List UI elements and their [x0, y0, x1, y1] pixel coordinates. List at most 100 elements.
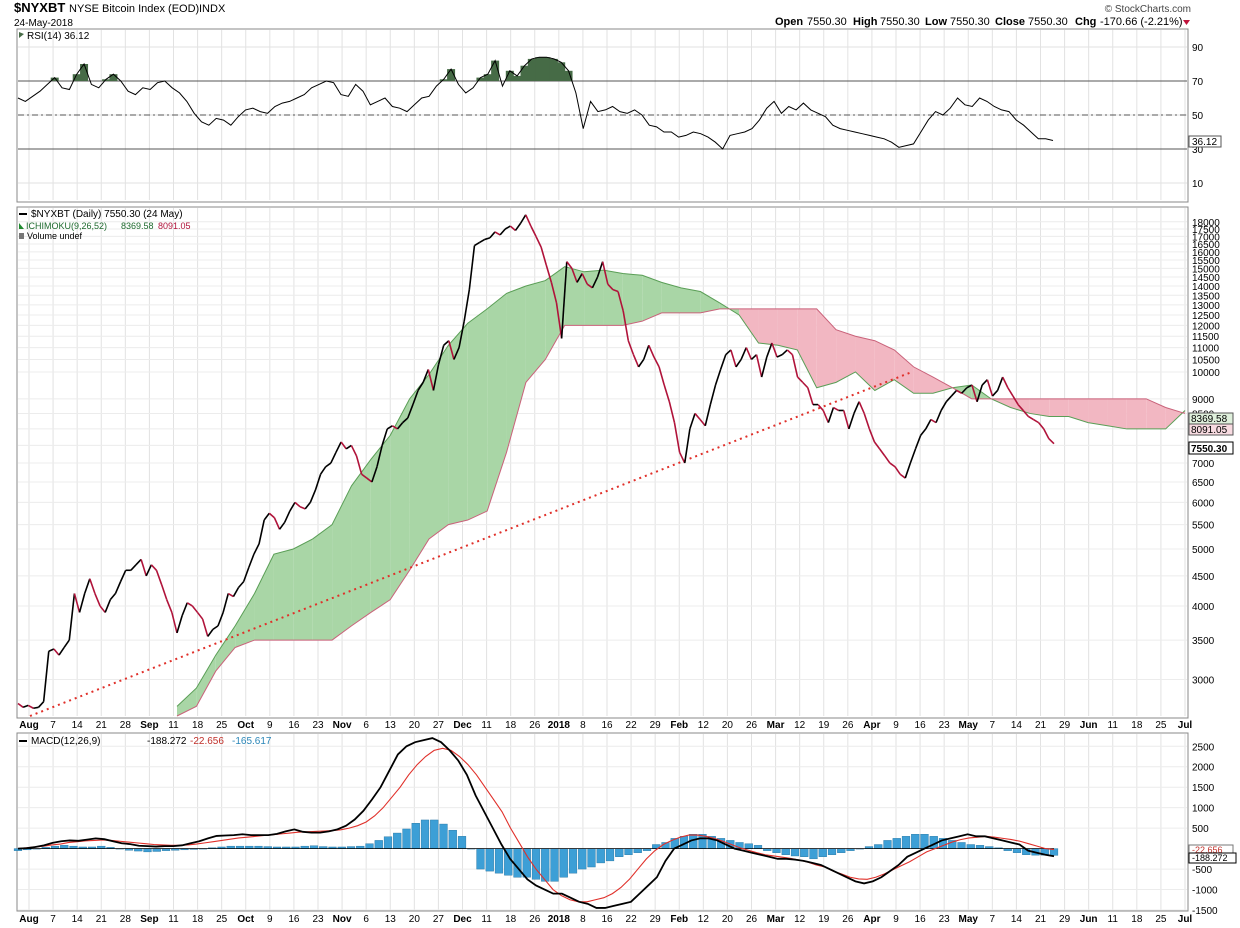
price-line-segment: [232, 587, 240, 597]
macd-value-2: -22.656: [190, 736, 224, 747]
price-line-segment: [796, 376, 804, 383]
price-line-segment: [386, 425, 393, 430]
price-line-segment: [766, 342, 773, 358]
ichimoku-label: ICHIMOKU(9,26,52): [26, 221, 107, 231]
price-line-segment: [822, 410, 830, 423]
macd-histogram-bar: [60, 845, 69, 849]
x-axis-tick-label: 22: [626, 720, 638, 731]
panel-frames: [16, 28, 1189, 912]
macd-histogram-bar: [476, 848, 485, 870]
price-line-segment: [755, 354, 763, 378]
price-line-segment: [694, 412, 701, 421]
ichimoku-legend-icon: [19, 223, 24, 229]
price-line-segment: [617, 291, 624, 312]
ichimoku-cloud-bearish: [894, 349, 914, 394]
price-line-segment: [848, 413, 855, 430]
span-a-value: 8369.58: [1191, 414, 1228, 425]
price-y-tick-label: 3500: [1192, 636, 1215, 647]
rsi-panel-frame: [16, 28, 1189, 203]
x-axis-tick-label: 21: [96, 914, 108, 925]
x-axis-tick-label: 20: [722, 720, 734, 731]
macd-histogram-bar: [531, 848, 541, 880]
macd-y-tick-label: 500: [1192, 824, 1209, 835]
price-line-segment: [1001, 376, 1009, 389]
macd-histogram-bar: [975, 845, 985, 849]
x-axis-tick-label: Mar: [767, 720, 785, 731]
ichimoku-cloud-bullish: [467, 308, 488, 521]
macd-tag-value: -188.272: [1192, 853, 1228, 863]
x-axis-tick-label: Jun: [1080, 914, 1098, 925]
price-line-segment: [725, 349, 732, 356]
price-line-segment: [237, 581, 245, 589]
price-line-segment: [422, 369, 430, 383]
x-axis-tick-label: 2018: [548, 720, 571, 731]
price-line-segment: [191, 605, 199, 613]
ichimoku-cloud-bearish: [1146, 398, 1166, 429]
price-line-segment: [242, 567, 250, 582]
macd-histogram-bar: [457, 836, 467, 849]
price-line-segment: [299, 505, 306, 510]
price-line-segment: [514, 222, 522, 231]
x-axis-tick-label: 25: [216, 720, 228, 731]
rsi-layer: [17, 56, 1187, 150]
macd-tag: [1188, 852, 1237, 864]
price-line-segment: [560, 261, 568, 339]
price-line-segment: [622, 310, 630, 341]
price-line-segment: [448, 340, 455, 360]
price-line-segment: [950, 389, 958, 397]
price-line-segment: [807, 387, 814, 405]
macd-histogram-bar: [522, 848, 531, 878]
rsi-y-tick-label: 90: [1192, 43, 1204, 54]
macd-histogram-bar: [152, 848, 161, 852]
x-axis-tick-label: 22: [626, 914, 638, 925]
low-value: 7550.30: [950, 16, 990, 28]
price-line-segment: [550, 282, 558, 304]
price-line-segment: [37, 701, 45, 708]
price-line-segment: [458, 320, 465, 348]
price-line-segment: [366, 477, 373, 483]
macd-panel-frame: [16, 732, 1189, 912]
price-line-segment: [371, 466, 378, 483]
price-line-segment: [27, 704, 34, 709]
price-line-segment: [909, 448, 917, 464]
price-line-segment: [396, 422, 404, 430]
x-axis-tick-label: Sep: [140, 720, 158, 731]
x-axis-tick-label: 23: [939, 720, 951, 731]
ichimoku-cloud-bullish: [448, 323, 468, 525]
macd-histogram-bar: [448, 829, 457, 849]
price-line-segment: [350, 445, 358, 457]
ichimoku-cloud-bullish: [642, 275, 662, 322]
price-line-segment: [176, 615, 183, 634]
price-line-segment: [381, 428, 389, 446]
price-line-segment: [89, 578, 96, 594]
macd-histogram-bar: [430, 819, 439, 849]
macd-histogram-bar: [383, 836, 393, 849]
x-axis-tick-label: Nov: [333, 914, 352, 925]
x-axis-tick-label: May: [959, 914, 979, 925]
x-axis-tick-label: 21: [1035, 914, 1047, 925]
x-axis-tick-label: 2018: [548, 914, 571, 925]
price-line-segment: [361, 473, 368, 479]
down-arrow-icon: [1183, 20, 1190, 25]
header-date: 24-May-2018: [14, 18, 73, 29]
macd-y-tick-label: 2000: [1192, 763, 1215, 774]
price-line-segment: [555, 302, 563, 339]
low-label: Low: [925, 16, 947, 28]
price-y-tick-label: 12000: [1192, 321, 1220, 332]
price-line-segment: [325, 462, 332, 468]
macd-histogram-bar: [596, 848, 605, 864]
ichimoku-cloud-bearish: [874, 340, 895, 391]
price-y-tick-label: 15500: [1192, 256, 1220, 267]
symbol: $NYXBT: [14, 0, 65, 15]
price-line-segment: [981, 379, 988, 386]
macd-histogram-bar: [874, 844, 883, 849]
macd-value-3: -165.617: [232, 736, 272, 747]
x-axis-tick-label: 12: [698, 720, 710, 731]
price-line-segment: [109, 592, 117, 601]
price-line-segment: [956, 389, 963, 394]
x-axis-tick-label: 28: [120, 720, 132, 731]
price-line-segment: [1027, 415, 1034, 421]
x-axis-tick-label: Aug: [19, 720, 38, 731]
price-line-segment: [571, 268, 578, 283]
price-line-segment: [612, 288, 619, 293]
